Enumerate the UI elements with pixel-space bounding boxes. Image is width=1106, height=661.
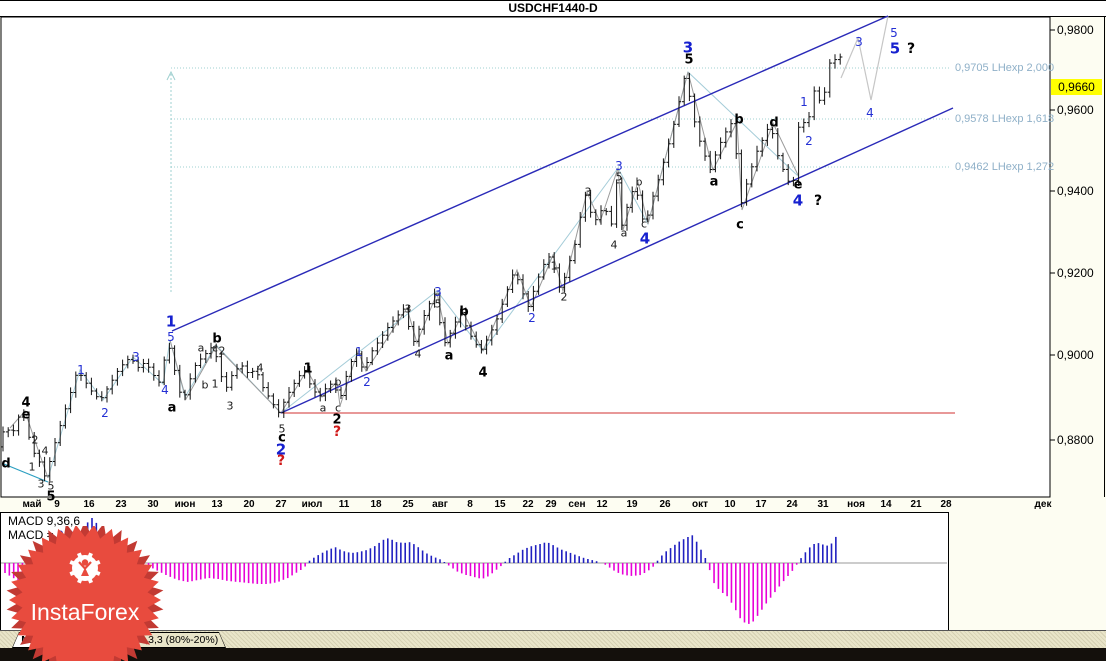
current-price-value: 0,9660 bbox=[1058, 80, 1095, 94]
symbol-timeframe-label: USDCHF1440-D bbox=[508, 1, 598, 15]
instaforex-logo: InstaForex bbox=[6, 526, 164, 661]
logo-person-icon bbox=[69, 552, 101, 584]
macd-params-label: MACD 9,36,6 bbox=[8, 514, 81, 528]
current-price-tag: 0,9660 bbox=[1051, 79, 1102, 95]
logo-starburst bbox=[6, 526, 164, 661]
logo-text: InstaForex bbox=[31, 599, 140, 625]
bottom-status-strip bbox=[0, 648, 1106, 661]
